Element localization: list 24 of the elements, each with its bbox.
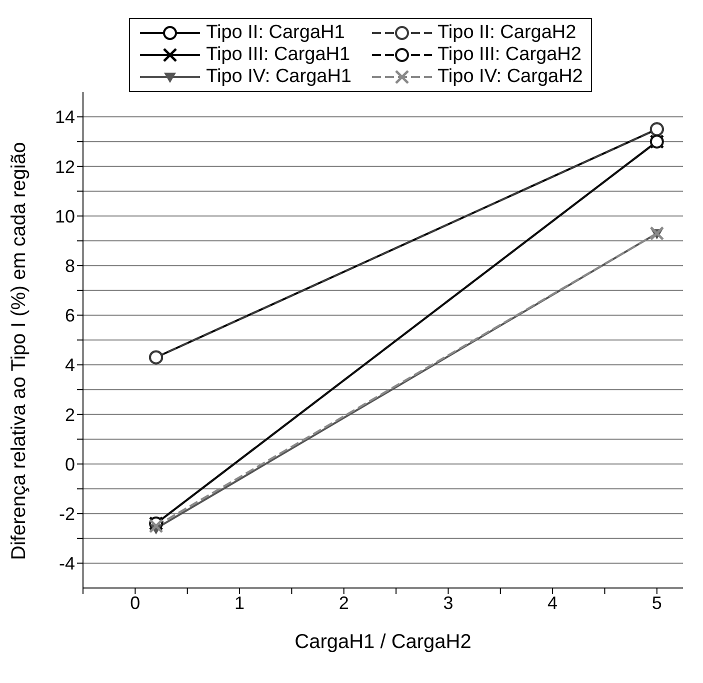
legend-label: Tipo IV: CargaH2 <box>438 66 583 88</box>
y-tick-label: 10 <box>54 206 75 226</box>
x-tick-label: 3 <box>443 592 454 613</box>
x-axis-title: CargaH1 / CargaH2 <box>294 631 472 653</box>
y-tick-label: 0 <box>64 454 75 474</box>
y-tick-label: 8 <box>64 256 75 276</box>
y-tick-label: -4 <box>58 554 75 574</box>
x-tick-label: 2 <box>338 592 349 613</box>
y-tick-label: 12 <box>54 156 75 177</box>
y-axis-title: Diferença relativa ao Tipo I (%) em cada região <box>8 142 30 560</box>
legend-label: Tipo IV: CargaH1 <box>206 66 352 88</box>
legend-label: Tipo II: CargaH2 <box>438 22 576 44</box>
legend-label: Tipo II: CargaH1 <box>206 22 345 44</box>
legend-label: Tipo III: CargaH1 <box>206 44 350 66</box>
x-tick-label: 0 <box>130 592 140 613</box>
y-tick-label: 4 <box>64 355 75 376</box>
x-tick-label: 5 <box>652 592 662 613</box>
y-tick-label: 2 <box>64 404 75 425</box>
y-tick-label: -2 <box>58 504 75 524</box>
y-tick-label: 6 <box>64 306 75 326</box>
x-tick-label: 1 <box>234 592 245 613</box>
legend-label: Tipo III: CargaH2 <box>438 44 582 66</box>
x-tick-label: 4 <box>548 592 558 613</box>
y-tick-label: 14 <box>54 107 75 128</box>
